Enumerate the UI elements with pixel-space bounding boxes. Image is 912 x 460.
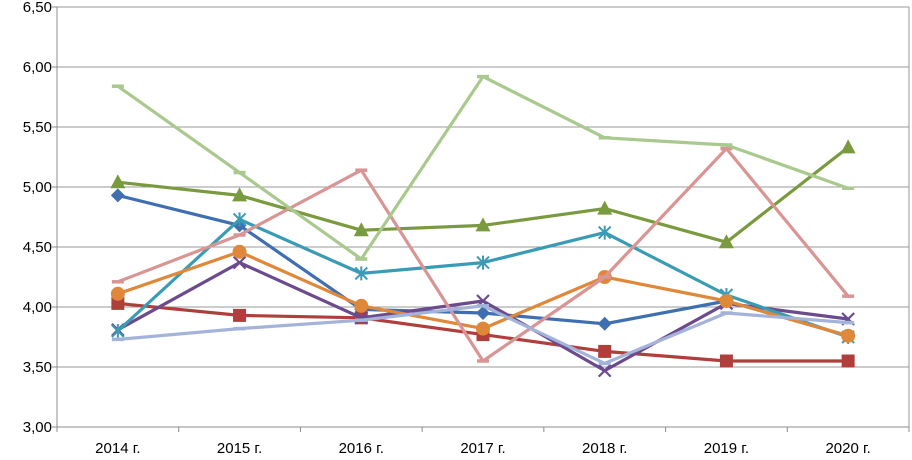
data-point-triangle <box>475 217 491 232</box>
series-series-8 <box>111 74 855 261</box>
axes <box>52 6 910 432</box>
data-point-star <box>111 324 125 338</box>
x-tick-label: 2018 г. <box>582 440 627 457</box>
data-point-triangle <box>353 222 369 237</box>
series-series-7 <box>111 146 855 363</box>
y-tick-label: 5,50 <box>23 119 52 136</box>
x-tick-label: 2017 г. <box>460 440 505 457</box>
y-tick-label: 6,50 <box>23 0 52 16</box>
data-point-star <box>598 225 612 240</box>
y-tick-label: 4,00 <box>23 299 52 316</box>
data-point-diamond <box>110 188 125 203</box>
data-point-circle <box>841 328 856 343</box>
data-point-triangle <box>718 234 734 249</box>
x-axis-tick-labels: 2014 г. 2015 г. 2016 г. 2017 г. 2018 г. 2019 … <box>95 440 871 457</box>
series-series-3 <box>110 139 856 249</box>
data-point-triangle <box>840 139 856 154</box>
data-point-square <box>111 296 125 310</box>
data-point-square <box>233 308 247 322</box>
data-point-triangle <box>597 200 613 215</box>
y-tick-label: 4,50 <box>23 239 52 256</box>
y-axis-tick-labels: 3,00 3,50 4,00 4,50 5,00 5,50 6,00 6,50 <box>23 0 52 436</box>
data-point-square <box>841 354 855 368</box>
x-tick-label: 2020 г. <box>825 440 870 457</box>
grid-lines <box>57 6 909 368</box>
data-point-diamond <box>597 316 612 331</box>
series-group <box>110 74 856 378</box>
data-point-circle <box>354 298 369 313</box>
data-point-star <box>476 255 490 270</box>
data-point-star <box>232 212 247 227</box>
y-tick-label: 3,50 <box>23 359 52 376</box>
data-point-triangle <box>232 187 248 202</box>
data-point-diamond <box>476 306 490 320</box>
data-point-circle <box>476 321 490 336</box>
data-point-circle <box>110 286 125 301</box>
y-tick-label: 5,00 <box>23 179 52 196</box>
x-tick-label: 2019 г. <box>704 440 749 457</box>
data-point-square <box>719 354 733 368</box>
y-tick-label: 6,00 <box>23 59 52 76</box>
data-point-x <box>232 255 247 270</box>
x-tick-label: 2015 г. <box>217 440 262 457</box>
x-tick-label: 2016 г. <box>339 440 384 457</box>
y-tick-label: 3,00 <box>23 419 52 436</box>
data-point-star <box>354 266 368 281</box>
data-point-triangle <box>110 174 126 189</box>
data-point-square <box>598 344 612 358</box>
data-point-x <box>597 363 612 378</box>
x-tick-label: 2014 г. <box>95 440 140 457</box>
data-point-circle <box>719 294 734 308</box>
series-series-9 <box>111 304 855 366</box>
data-point-circle <box>232 244 247 259</box>
